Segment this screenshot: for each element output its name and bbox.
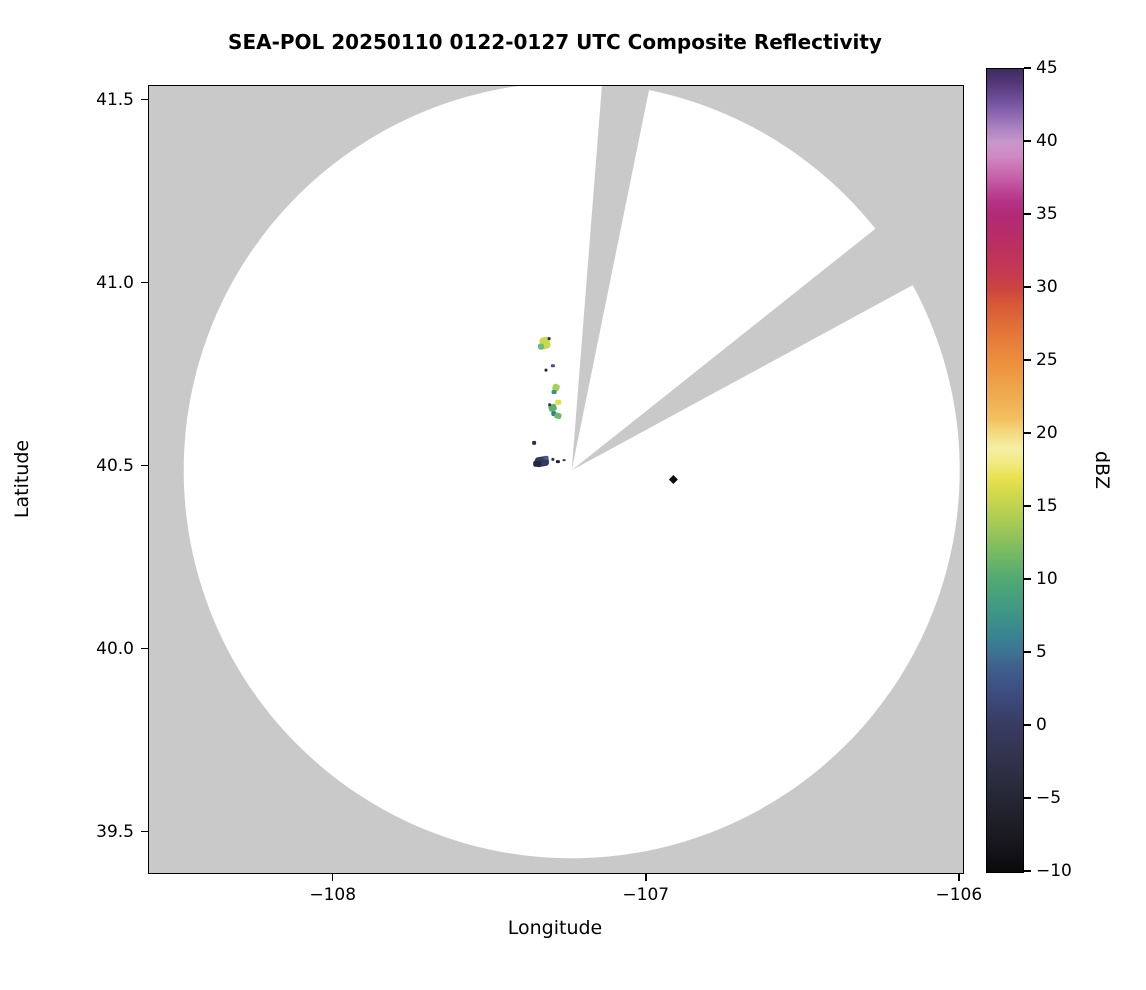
radar-echo — [555, 399, 562, 405]
y-tick-label: 41.0 — [96, 272, 134, 293]
radar-echo — [551, 390, 557, 394]
radar-echo — [532, 440, 537, 445]
site-marker — [668, 475, 678, 484]
radar-echo — [554, 412, 562, 420]
radar-echo — [544, 368, 548, 372]
colorbar-tick-label: 20 — [1036, 423, 1058, 443]
colorbar-tick — [1024, 651, 1031, 653]
colorbar-tick — [1024, 359, 1031, 361]
x-tick-label: −108 — [309, 885, 357, 905]
y-tick-label: 40.0 — [96, 638, 134, 659]
y-tick — [141, 281, 148, 284]
x-tick-label: −107 — [622, 885, 670, 905]
colorbar-tick — [1024, 213, 1031, 215]
radar-echo — [551, 457, 555, 461]
colorbar-tick-label: −5 — [1036, 788, 1062, 808]
y-axis-label-wrap: Latitude — [2, 85, 42, 872]
colorbar-tick-label: 0 — [1036, 715, 1047, 735]
chart-title: SEA-POL 20250110 0122-0127 UTC Composite… — [228, 30, 882, 54]
x-tick — [645, 874, 647, 881]
radar-plot — [149, 86, 963, 873]
y-tick — [141, 98, 148, 101]
y-axis-label: Latitude — [11, 439, 34, 518]
y-tick — [141, 830, 148, 833]
colorbar-tick — [1024, 432, 1031, 434]
colorbar-tick-label: 40 — [1036, 131, 1058, 151]
colorbar-tick-label: 30 — [1036, 277, 1058, 297]
colorbar-tick — [1024, 505, 1031, 507]
y-tick-label: 39.5 — [96, 821, 134, 842]
colorbar-tick-label: 45 — [1036, 58, 1058, 78]
radar-echo — [550, 364, 555, 368]
x-tick-label: −106 — [935, 885, 983, 905]
y-tick-label: 40.5 — [96, 455, 134, 476]
y-tick — [141, 647, 148, 650]
colorbar-tick — [1024, 724, 1031, 726]
x-tick — [331, 874, 334, 881]
colorbar-label-wrap: dBZ — [1082, 68, 1122, 871]
x-tick — [958, 874, 960, 881]
colorbar-tick — [1024, 578, 1031, 580]
radar-echo — [555, 460, 560, 464]
colorbar-tick — [1024, 140, 1031, 142]
colorbar-tick-label: 15 — [1036, 496, 1058, 516]
colorbar-tick — [1024, 870, 1031, 872]
colorbar-tick-label: 35 — [1036, 204, 1058, 224]
colorbar-tick — [1024, 67, 1031, 69]
colorbar-label: dBZ — [1091, 450, 1113, 489]
colorbar-tick-label: 5 — [1036, 642, 1047, 662]
radar-echo — [552, 383, 560, 392]
x-axis-label: Longitude — [507, 917, 603, 939]
radar-coverage-circle — [183, 86, 960, 859]
y-tick — [141, 464, 148, 467]
colorbar-tick-label: −10 — [1036, 861, 1072, 881]
colorbar-tick — [1024, 797, 1031, 799]
radar-echo — [562, 459, 566, 462]
radar-echo — [543, 455, 549, 460]
radar-echo — [538, 343, 544, 350]
colorbar-tick-label: 10 — [1036, 569, 1058, 589]
radar-echo — [548, 403, 552, 407]
colorbar-tick-label: 25 — [1036, 350, 1058, 370]
colorbar-tick — [1024, 286, 1031, 288]
y-tick-label: 41.5 — [96, 89, 134, 110]
radar-echo — [533, 460, 542, 467]
blocked-sector — [571, 159, 963, 471]
radar-echo — [547, 337, 551, 341]
plot-area — [148, 85, 964, 874]
colorbar — [986, 68, 1024, 873]
